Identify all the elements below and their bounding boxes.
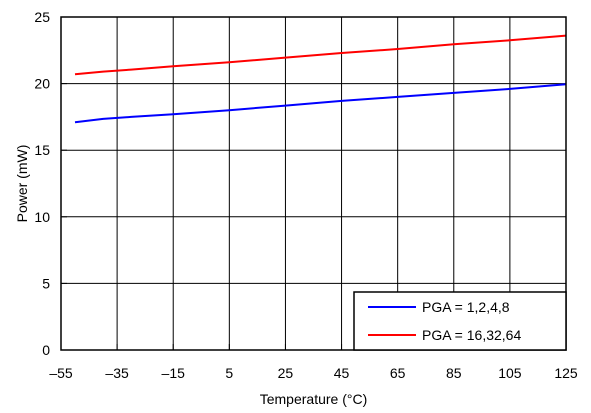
x-tick-label: –55 bbox=[49, 365, 73, 381]
x-tick-label: 5 bbox=[225, 365, 233, 381]
x-tick-label: 105 bbox=[498, 365, 522, 381]
y-axis-label: Power (mW) bbox=[14, 145, 30, 223]
y-tick-label: 15 bbox=[34, 142, 50, 158]
x-tick-label: 25 bbox=[278, 365, 294, 381]
series-line-1 bbox=[74, 83, 567, 124]
x-tick-label: 45 bbox=[334, 365, 350, 381]
plot-area-frame bbox=[60, 16, 567, 351]
x-tick-label: –35 bbox=[105, 365, 129, 381]
series-line-2 bbox=[74, 34, 567, 76]
x-tick-label: 65 bbox=[390, 365, 406, 381]
x-tick-label: 125 bbox=[554, 365, 578, 381]
x-tick-label: –15 bbox=[162, 365, 186, 381]
y-axis-ticks: 0 5 10 15 20 25 bbox=[34, 9, 67, 358]
y-tick-label: 25 bbox=[34, 9, 50, 25]
y-tick-label: 5 bbox=[42, 275, 50, 291]
legend-box bbox=[353, 291, 567, 351]
legend: PGA = 1,2,4,8 PGA = 16,32,64 bbox=[353, 291, 567, 351]
series-lines bbox=[74, 34, 567, 124]
y-tick-label: 10 bbox=[34, 209, 50, 225]
y-tick-label: 0 bbox=[42, 342, 50, 358]
y-tick-label: 20 bbox=[34, 76, 50, 92]
x-axis-label: Temperature (°C) bbox=[260, 391, 368, 407]
grid-lines bbox=[61, 17, 566, 350]
x-tick-label: 85 bbox=[446, 365, 462, 381]
x-axis-ticks: –55 –35 –15 5 25 45 65 85 105 125 bbox=[49, 344, 578, 381]
legend-label-series-2: PGA = 16,32,64 bbox=[422, 327, 521, 343]
legend-label-series-1: PGA = 1,2,4,8 bbox=[422, 299, 510, 315]
